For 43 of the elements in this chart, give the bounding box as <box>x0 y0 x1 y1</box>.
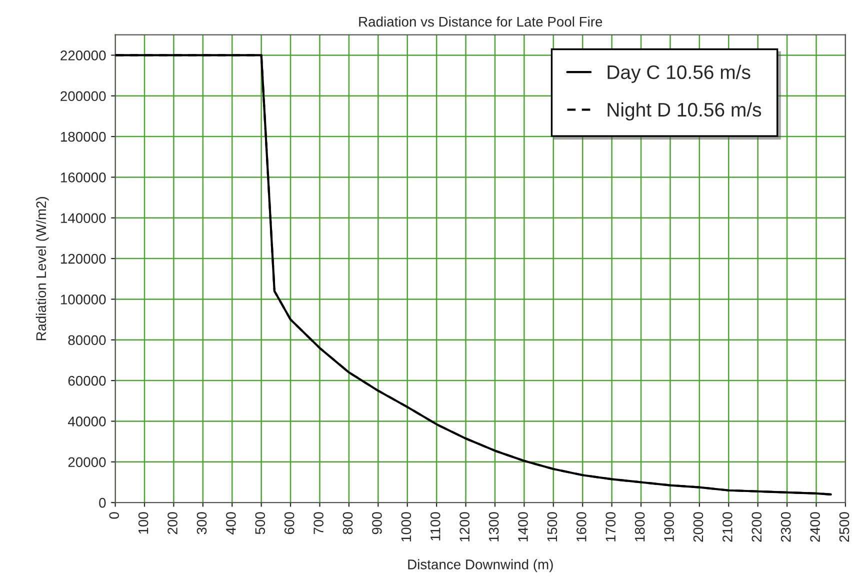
x-tick-label: 1900 <box>664 512 674 542</box>
x-tick-label: 1000 <box>401 512 412 542</box>
x-tick-label: 1300 <box>488 512 499 542</box>
x-tick-label: 300 <box>196 512 207 534</box>
x-tick-label: 100 <box>138 512 148 534</box>
x-tick-label: 1600 <box>576 512 586 542</box>
x-tick-label: 1500 <box>547 512 558 542</box>
y-axis-title: Radiation Level (W/m2) <box>36 197 49 340</box>
x-tick-label: 600 <box>284 512 294 534</box>
x-tick-label: 1100 <box>430 512 440 540</box>
x-tick-label: 700 <box>314 512 324 534</box>
y-tick-label: 220000 <box>60 50 106 60</box>
y-tick-label: 20000 <box>68 457 106 468</box>
y-tick-label: 40000 <box>68 416 106 426</box>
y-tick-label: 0 <box>99 498 106 508</box>
y-tick-label: 100000 <box>60 294 106 304</box>
x-tick-label: 0 <box>109 512 120 519</box>
y-tick-label: 120000 <box>60 254 106 264</box>
x-tick-label: 900 <box>372 512 382 534</box>
x-tick-label: 2500 <box>839 512 850 542</box>
x-tick-label: 400 <box>226 512 236 534</box>
x-tick-label: 2400 <box>810 512 820 542</box>
x-tick-label: 800 <box>342 512 353 534</box>
legend-label: Night D 10.56 m/s <box>608 102 762 121</box>
x-tick-label: 1400 <box>518 512 528 542</box>
y-tick-label: 80000 <box>68 335 106 346</box>
x-tick-label: 2200 <box>752 512 762 542</box>
x-tick-label: 2300 <box>780 512 791 542</box>
x-tick-label: 2100 <box>722 512 732 542</box>
x-tick-label: 1200 <box>460 512 470 542</box>
chart-title: Radiation vs Distance for Late Pool Fire <box>359 16 602 27</box>
y-tick-label: 60000 <box>68 376 106 386</box>
y-tick-label: 160000 <box>60 172 106 182</box>
x-tick-label: 500 <box>255 512 266 534</box>
legend-label: Day C 10.56 m/s <box>608 64 750 83</box>
y-tick-label: 180000 <box>60 132 106 142</box>
x-axis-title: Distance Downwind (m) <box>408 559 553 572</box>
y-tick-label: 140000 <box>60 213 106 224</box>
x-tick-label: 2000 <box>693 512 704 542</box>
x-tick-label: 1800 <box>634 512 645 542</box>
y-tick-label: 200000 <box>60 91 106 102</box>
x-tick-label: 1700 <box>606 512 616 542</box>
x-tick-label: 200 <box>168 512 178 534</box>
